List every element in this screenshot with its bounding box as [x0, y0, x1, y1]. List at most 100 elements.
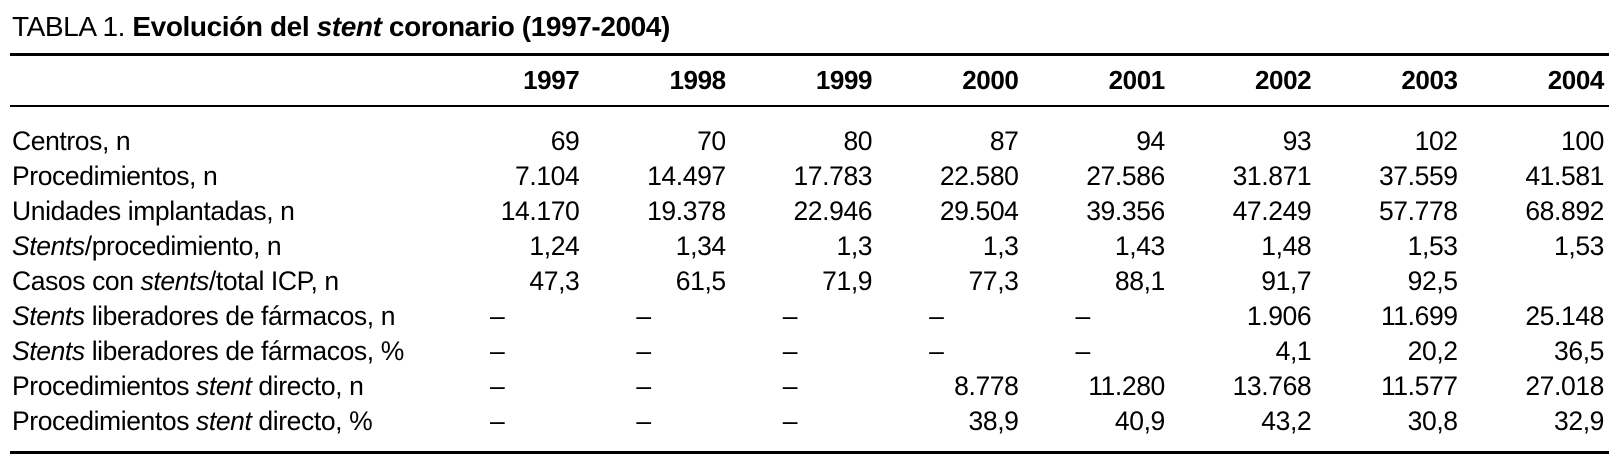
row-label-segment: liberadores de fármacos, n	[84, 301, 396, 331]
value-cell: 22.580	[939, 161, 1019, 191]
value-cell: 29.504	[939, 196, 1019, 226]
table-row: Stents liberadores de fármacos, n – – – – – 1.…	[10, 299, 1609, 334]
value-cell: 41.581	[1525, 161, 1604, 191]
row-label: Procedimientos stent directo, %	[10, 404, 438, 453]
value-cell: 40,9	[1114, 406, 1165, 436]
table-row: Stents/procedimiento, n 1,24 1,34 1,3 1,3 1,4…	[10, 229, 1609, 264]
value-cell: 1.906	[1246, 301, 1312, 331]
row-label-segment: Casos con	[12, 266, 141, 296]
title-segment: TABLA 1.	[12, 11, 133, 42]
row-label-segment: directo, %	[251, 406, 373, 436]
value-cell: 38,9	[968, 406, 1019, 436]
no-data-dash-cell: –	[782, 301, 798, 331]
title-segment: Evolución del	[132, 11, 317, 42]
row-label-segment: Stents	[12, 301, 85, 331]
value-cell: 1,34	[675, 231, 726, 261]
value-cell: 61,5	[675, 266, 726, 296]
value-cell: 32,9	[1554, 406, 1604, 436]
row-label: Procedimientos stent directo, n	[10, 369, 438, 404]
no-data-dash-cell: –	[636, 336, 651, 366]
row-label-segment: /procedimiento, n	[84, 231, 282, 261]
empty-cell	[1463, 264, 1609, 299]
value-cell: 1,53	[1554, 231, 1604, 261]
no-data-dash-cell: –	[782, 406, 798, 436]
no-data-dash-cell: –	[636, 406, 651, 436]
table-title: TABLA 1. Evolución del stent coronario (…	[12, 12, 1609, 42]
value-cell: 17.783	[793, 161, 873, 191]
row-label-segment: stent	[196, 406, 252, 436]
no-data-dash-cell: –	[636, 371, 651, 401]
row-label: Stents liberadores de fármacos, n	[10, 299, 438, 334]
no-data-dash-cell: –	[929, 301, 944, 331]
row-label: Procedimientos, n	[10, 159, 438, 194]
value-cell: 37.559	[1378, 161, 1458, 191]
value-cell: 31.871	[1232, 161, 1312, 191]
value-cell: 22.946	[793, 196, 873, 226]
row-label-segment: directo, n	[251, 371, 364, 401]
value-cell: 20,2	[1407, 336, 1458, 366]
table-row: Stents liberadores de fármacos, % – – – – – 4,…	[10, 334, 1609, 369]
value-cell: 1,3	[836, 231, 873, 261]
value-cell: 11.577	[1380, 371, 1458, 401]
value-cell: 69	[550, 126, 580, 156]
value-cell: 30,8	[1407, 406, 1458, 436]
value-cell: 14.497	[647, 161, 726, 191]
row-label: Casos con stents/total ICP, n	[10, 264, 438, 299]
value-cell: 87	[989, 126, 1019, 156]
year-column-header-2002: 2002	[1169, 54, 1317, 107]
value-cell: 93	[1282, 126, 1312, 156]
year-column-header-1999: 1999	[730, 54, 878, 107]
row-label: Stents/procedimiento, n	[10, 229, 438, 264]
no-data-dash-cell: –	[636, 301, 651, 331]
title-segment: stent	[316, 11, 382, 42]
row-label-segment: Centros, n	[12, 126, 131, 156]
title-segment: coronario (1997-2004)	[381, 11, 670, 42]
year-column-header-2004: 2004	[1462, 54, 1609, 107]
value-cell: 68.892	[1525, 196, 1604, 226]
value-cell: 92,5	[1407, 266, 1458, 296]
no-data-dash-cell: –	[490, 336, 505, 366]
row-label-segment: Stents	[12, 336, 85, 366]
no-data-dash-cell: –	[490, 301, 505, 331]
value-cell: 102	[1414, 126, 1458, 156]
no-data-dash-cell: –	[1075, 301, 1091, 331]
value-cell: 94	[1136, 126, 1165, 156]
value-cell: 27.018	[1525, 371, 1604, 401]
value-cell: 1,3	[982, 231, 1019, 261]
value-cell: 100	[1560, 126, 1604, 156]
row-label-segment: Procedimientos	[12, 406, 197, 436]
value-cell: 36,5	[1554, 336, 1604, 366]
no-data-dash-cell: –	[490, 406, 505, 436]
year-column-header-1998: 1998	[584, 54, 731, 107]
value-cell: 14.170	[500, 196, 580, 226]
year-column-header-2000: 2000	[877, 54, 1024, 107]
row-label-segment: stents	[140, 266, 210, 296]
row-label: Unidades implantadas, n	[10, 194, 438, 229]
no-data-dash-cell: –	[782, 336, 798, 366]
row-label: Stents liberadores de fármacos, %	[10, 334, 438, 369]
table-row: Centros, n 69 70 80 87 94 93 102 100	[10, 106, 1609, 159]
value-cell: 47,3	[529, 266, 580, 296]
value-cell: 8.778	[954, 371, 1019, 401]
row-label-segment: Procedimientos	[12, 371, 197, 401]
year-column-header-2001: 2001	[1023, 54, 1170, 107]
row-label-segment: liberadores de fármacos, %	[84, 336, 405, 366]
value-cell: 70	[697, 126, 726, 156]
value-cell: 27.586	[1086, 161, 1165, 191]
value-cell: 7.104	[515, 161, 580, 191]
value-cell: 1,53	[1407, 231, 1458, 261]
value-cell: 13.768	[1232, 371, 1312, 401]
value-cell: 91,7	[1261, 266, 1312, 296]
table-row: Procedimientos, n 7.104 14.497 17.783 22.580…	[10, 159, 1609, 194]
row-label-segment: Unidades implantadas, n	[12, 196, 295, 226]
value-cell: 1,24	[529, 231, 580, 261]
table-row: Procedimientos stent directo, n – – – 8.778 1…	[10, 369, 1609, 404]
year-column-header-1997: 1997	[438, 54, 585, 107]
value-cell: 88,1	[1114, 266, 1165, 296]
value-cell: 77,3	[968, 266, 1019, 296]
no-data-dash-cell: –	[929, 336, 944, 366]
year-header-row: 1997 1998 1999 2000 2001 2002 2003 2004	[10, 54, 1609, 107]
year-column-header-2003: 2003	[1316, 54, 1463, 107]
table-row: Procedimientos stent directo, % – – – 38,9 40…	[10, 404, 1609, 453]
